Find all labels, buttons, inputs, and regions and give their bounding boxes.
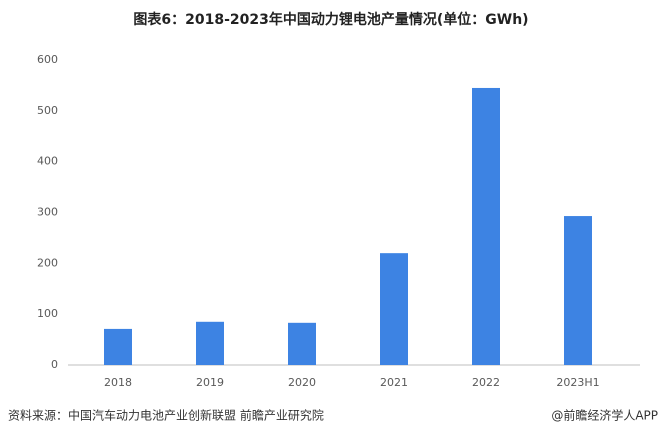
y-tick-label: 200	[37, 256, 58, 269]
y-tick-label: 400	[37, 155, 58, 168]
credit: @前瞻经济学人APP	[551, 408, 658, 423]
bar	[288, 322, 316, 365]
y-tick-label: 600	[37, 53, 58, 66]
x-tick-label: 2022	[472, 376, 500, 389]
y-tick-label: 0	[51, 358, 58, 371]
bar	[472, 87, 500, 365]
x-tick-label: 2020	[288, 376, 316, 389]
x-tick-label: 2021	[380, 376, 408, 389]
bar	[380, 253, 408, 365]
y-tick-label: 100	[37, 307, 58, 320]
chart-title: 图表6：2018-2023年中国动力锂电池产量情况(单位：GWh)	[133, 11, 528, 28]
y-tick-label: 500	[37, 104, 58, 117]
bar	[196, 321, 224, 365]
source-note: 资料来源：中国汽车动力电池产业创新联盟 前瞻产业研究院	[8, 408, 324, 423]
x-tick-label: 2023H1	[556, 376, 599, 389]
x-tick-label: 2018	[104, 376, 132, 389]
x-tick-label: 2019	[196, 376, 224, 389]
bar	[564, 216, 592, 365]
bar	[104, 328, 132, 365]
y-tick-label: 300	[37, 206, 58, 219]
